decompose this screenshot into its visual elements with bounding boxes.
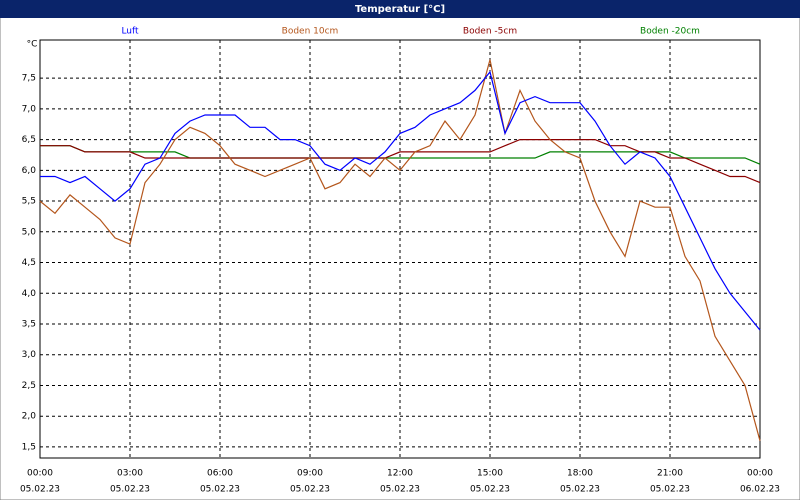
series-line bbox=[40, 70, 761, 331]
y-tick-label: 4,5 bbox=[22, 258, 36, 268]
y-tick-label: 7,0 bbox=[22, 104, 37, 114]
legend-entry: Boden 10cm bbox=[282, 27, 339, 37]
x-tick-label: 12:00 bbox=[387, 469, 413, 479]
x-tick-date: 05.02.23 bbox=[290, 485, 330, 495]
x-tick-label: 00:00 bbox=[747, 469, 773, 479]
y-axis-label: °C bbox=[27, 40, 38, 50]
x-tick-date: 05.02.23 bbox=[380, 485, 420, 495]
chart-title: Temperatur [°C] bbox=[355, 4, 445, 15]
x-tick-date: 05.02.23 bbox=[560, 485, 600, 495]
x-tick-date: 05.02.23 bbox=[20, 485, 60, 495]
y-tick-label: 4,0 bbox=[22, 289, 37, 299]
x-tick-date: 05.02.23 bbox=[650, 485, 690, 495]
series-line bbox=[39, 59, 761, 441]
y-tick-label: 7,5 bbox=[22, 74, 36, 84]
legend-entry: Luft bbox=[121, 27, 139, 37]
y-tick-label: 5,5 bbox=[22, 197, 36, 207]
x-tick-date: 05.02.23 bbox=[110, 485, 150, 495]
y-tick-label: 3,5 bbox=[22, 319, 36, 329]
y-tick-label: 2,5 bbox=[22, 381, 36, 391]
x-tick-label: 18:00 bbox=[567, 469, 593, 479]
x-tick-date: 06.02.23 bbox=[740, 485, 780, 495]
x-tick-label: 03:00 bbox=[117, 469, 143, 479]
x-tick-date: 05.02.23 bbox=[200, 485, 240, 495]
y-tick-label: 2,0 bbox=[22, 412, 37, 422]
x-tick-label: 09:00 bbox=[297, 469, 323, 479]
legend-entry: Boden -5cm bbox=[463, 27, 517, 37]
x-tick-date: 05.02.23 bbox=[470, 485, 510, 495]
y-tick-label: 6,5 bbox=[22, 135, 36, 145]
x-tick-label: 21:00 bbox=[657, 469, 683, 479]
x-tick-label: 06:00 bbox=[207, 469, 233, 479]
y-tick-label: 6,0 bbox=[22, 166, 37, 176]
legend-entry: Boden -20cm bbox=[640, 27, 700, 37]
title-bar bbox=[0, 0, 800, 18]
y-tick-label: 1,5 bbox=[22, 442, 36, 452]
y-tick-label: 3,0 bbox=[22, 350, 37, 360]
x-tick-label: 15:00 bbox=[477, 469, 503, 479]
y-tick-label: 5,0 bbox=[22, 227, 37, 237]
x-tick-label: 00:00 bbox=[27, 469, 53, 479]
